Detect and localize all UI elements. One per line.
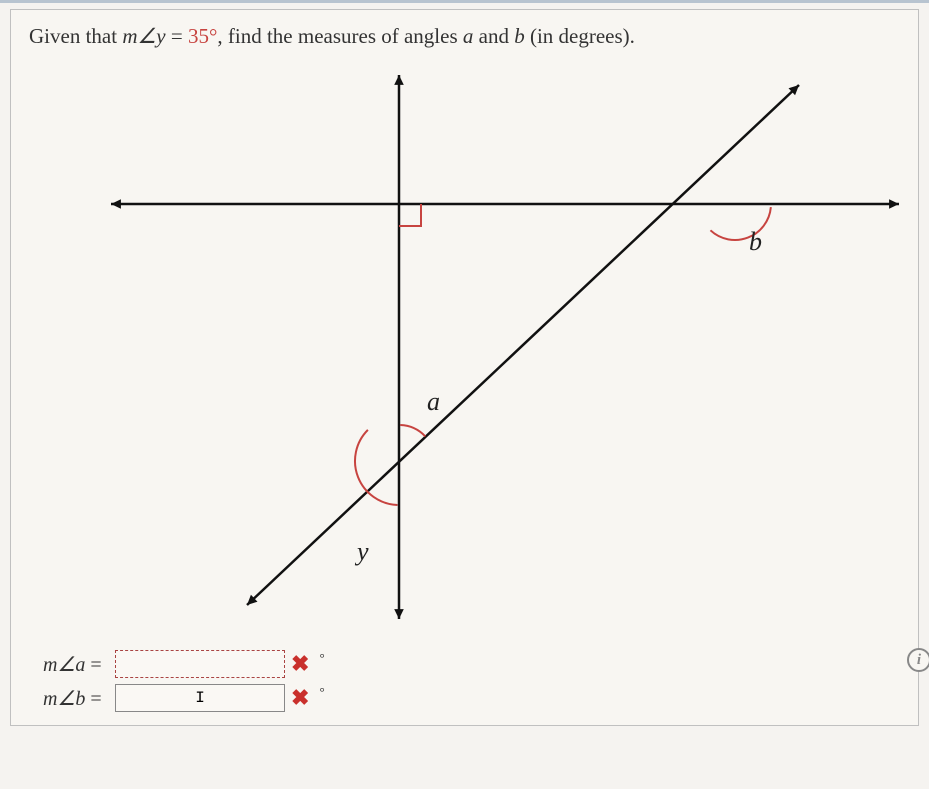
- q-suffix: , find the measures of angles: [217, 24, 463, 48]
- top-border-strip: [0, 0, 929, 3]
- angle-a-input[interactable]: [115, 650, 285, 678]
- incorrect-icon: ✖: [291, 651, 309, 677]
- answer-label-b: m∠b =: [43, 686, 115, 711]
- diagram-svg: [29, 49, 909, 639]
- question-text: Given that m∠y = 35°, find the measures …: [29, 24, 900, 49]
- answer-label-a: m∠a =: [43, 652, 115, 677]
- answer-area: m∠a = ✖ ° m∠b = ✖ °: [29, 639, 900, 715]
- degree-b: °: [319, 684, 324, 700]
- info-icon[interactable]: i: [907, 648, 929, 672]
- incorrect-icon: ✖: [291, 685, 309, 711]
- q-tail: (in degrees).: [525, 24, 635, 48]
- angle-b-input[interactable]: [115, 684, 285, 712]
- answer-row-b: m∠b = ✖ °: [43, 681, 900, 715]
- eq-a: =: [90, 654, 101, 676]
- q-var-a: a: [463, 24, 474, 48]
- degree-a: °: [319, 650, 324, 666]
- q-prefix: Given that: [29, 24, 122, 48]
- answer-row-a: m∠a = ✖ °: [43, 647, 900, 681]
- q-equals: =: [166, 24, 188, 48]
- label-b: b: [749, 227, 762, 257]
- label-a-text: m∠a: [43, 654, 85, 676]
- label-b-text: m∠b: [43, 688, 85, 710]
- label-a: a: [427, 387, 440, 417]
- geometry-diagram: a b y: [29, 49, 900, 639]
- q-var-b: b: [514, 24, 525, 48]
- label-y: y: [357, 537, 369, 567]
- eq-b: =: [90, 688, 101, 710]
- q-given-value: 35°: [188, 24, 217, 48]
- q-and: and: [473, 24, 514, 48]
- q-angle-var: m∠y: [122, 24, 165, 48]
- question-panel: Given that m∠y = 35°, find the measures …: [10, 9, 919, 726]
